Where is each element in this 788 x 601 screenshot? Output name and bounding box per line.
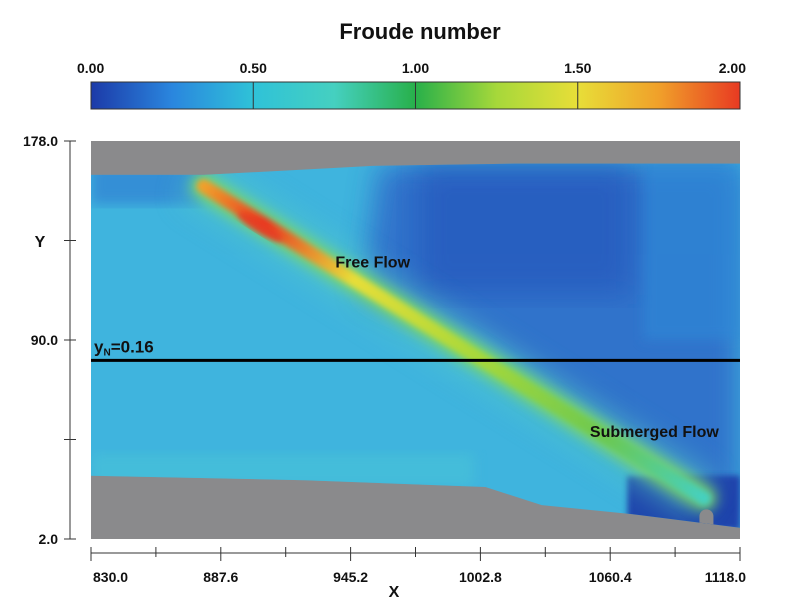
- jet-peak: [237, 212, 283, 242]
- x-tick-label: 1002.8: [459, 569, 502, 585]
- flow-annotation: Free Flow: [335, 255, 410, 272]
- normal-depth-label-suffix: =0.16: [111, 337, 154, 356]
- chart-title: Froude number: [339, 19, 501, 44]
- colorbar-tick-label: 1.00: [402, 60, 429, 76]
- colorbar-tick-label: 0.50: [240, 60, 267, 76]
- x-tick-label: 1118.0: [705, 569, 746, 585]
- y-tick-label: 178.0: [23, 133, 58, 149]
- x-tick-label: 945.2: [333, 569, 368, 585]
- annotations: Free Flow Submerged Flow: [335, 255, 719, 442]
- x-axis: 830.0 887.6 945.2 1002.8 1060.4 1118.0 X: [90, 547, 746, 601]
- normal-depth-label-sub: N: [103, 347, 110, 358]
- y-axis: 178.0 90.0 2.0 Y: [23, 133, 76, 547]
- colorbar-tick-label: 2.00: [719, 60, 746, 76]
- y-axis-ticks: 178.0 90.0 2.0: [23, 133, 76, 547]
- x-axis-label: X: [389, 584, 400, 601]
- normal-depth-label-y: y: [94, 337, 104, 356]
- colorbar-tick-label: 0.00: [77, 60, 104, 76]
- y-axis-label: Y: [35, 234, 46, 251]
- right-channel-zone: [643, 163, 740, 340]
- colorbar-ticks: 0.00 0.50 1.00 1.50 2.00: [77, 60, 746, 109]
- x-tick-label: 830.0: [93, 569, 128, 585]
- deep-zone: [417, 163, 632, 295]
- colorbar-tick-label: 1.50: [564, 60, 591, 76]
- y-tick-label: 2.0: [39, 531, 59, 547]
- colorbar: 0.00 0.50 1.00 1.50 2.00: [77, 60, 746, 110]
- flow-annotation: Submerged Flow: [590, 424, 719, 441]
- x-tick-label: 1060.4: [589, 569, 632, 585]
- jet-core: [196, 179, 711, 506]
- x-tick-label: 887.6: [203, 569, 238, 585]
- flow-field-shading: [91, 163, 740, 528]
- plot-area: [91, 141, 740, 539]
- x-axis-ticks: 830.0 887.6 945.2 1002.8 1060.4 1118.0: [90, 547, 746, 585]
- y-tick-label: 90.0: [31, 332, 58, 348]
- normal-depth-label: yN=0.16: [94, 337, 154, 358]
